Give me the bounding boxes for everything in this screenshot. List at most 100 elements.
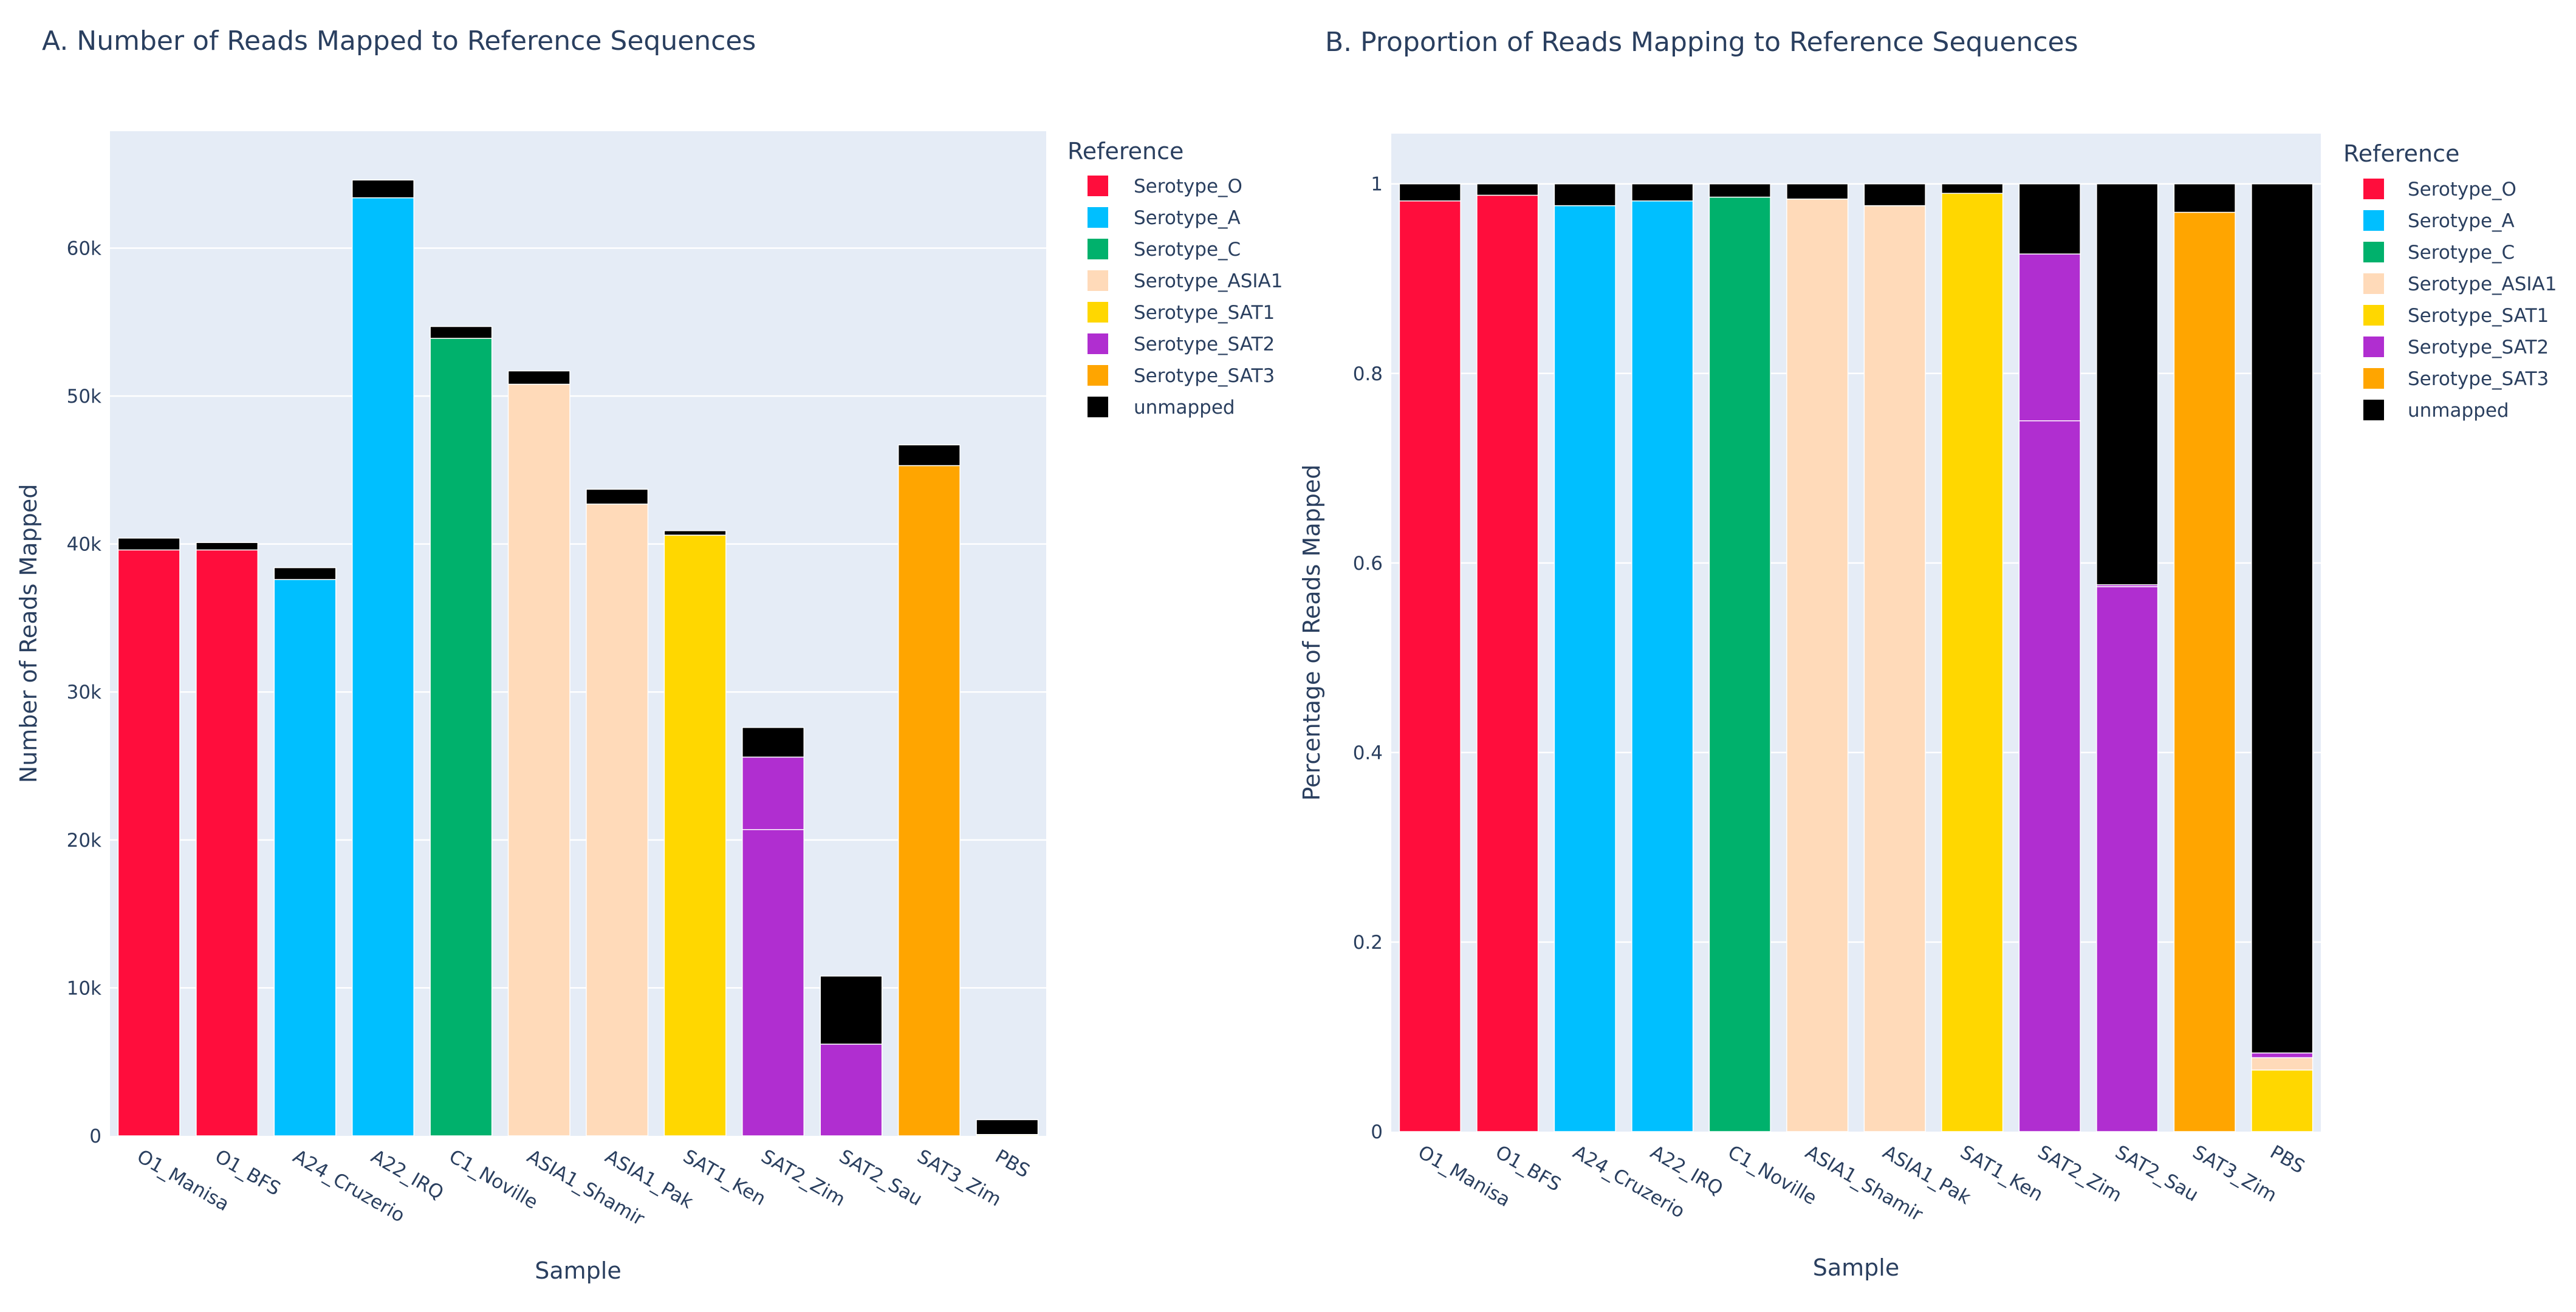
bar-segment-ASIA1_Shamir-Serotype_ASIA1[interactable] bbox=[507, 383, 570, 1136]
legend-item-Serotype_ASIA1[interactable]: Serotype_ASIA1 bbox=[2363, 273, 2557, 295]
legend-swatch bbox=[1088, 333, 1108, 354]
legend: Reference Serotype_O Serotype_A Serotype_C S… bbox=[2343, 140, 2557, 422]
legend-item-Serotype_ASIA1[interactable]: Serotype_ASIA1 bbox=[1088, 270, 1283, 292]
legend-swatch bbox=[1088, 270, 1108, 291]
bar-segment-O1_BFS-Serotype_O[interactable] bbox=[1476, 194, 1539, 1132]
legend-item-Serotype_A[interactable]: Serotype_A bbox=[2363, 210, 2515, 232]
bar-segment-O1_Manisa-Serotype_O[interactable] bbox=[117, 549, 180, 1136]
bar-segment-SAT2_Sau-Serotype_SAT2[interactable] bbox=[2096, 586, 2159, 1132]
bar-segment-A22_IRQ-Serotype_A[interactable] bbox=[351, 197, 414, 1136]
legend-swatch bbox=[1088, 239, 1108, 259]
bar-segment-ASIA1_Pak-Serotype_ASIA1[interactable] bbox=[1863, 205, 1926, 1132]
x-tick-label: SAT2_Sau bbox=[2111, 1141, 2202, 1206]
bar-segment-ASIA1_Shamir-unmapped[interactable] bbox=[507, 370, 570, 385]
chart-title: B. Proportion of Reads Mapping to Refere… bbox=[1325, 27, 2078, 58]
legend-item-Serotype_SAT3[interactable]: Serotype_SAT3 bbox=[2363, 368, 2549, 390]
legend-swatch bbox=[2363, 305, 2384, 326]
legend-label: Serotype_O bbox=[2408, 179, 2516, 200]
legend-swatch bbox=[1088, 302, 1108, 323]
y-tick-label: 50k bbox=[67, 386, 101, 408]
y-tick-label: 1 bbox=[1371, 174, 1383, 196]
y-tick-label: 0.4 bbox=[1353, 742, 1383, 764]
bar-segment-A24_Cruzerio-Serotype_A[interactable] bbox=[273, 579, 337, 1136]
legend-item-Serotype_SAT2[interactable]: Serotype_SAT2 bbox=[2363, 337, 2549, 358]
legend-item-Serotype_A[interactable]: Serotype_A bbox=[1088, 207, 1241, 229]
y-tick-label: 60k bbox=[67, 237, 101, 259]
y-axis-title: Number of Reads Mapped bbox=[15, 484, 42, 784]
legend-swatch bbox=[2363, 337, 2384, 357]
bar-segment-A22_IRQ-unmapped[interactable] bbox=[351, 179, 414, 199]
bar-segment-ASIA1_Pak-unmapped[interactable] bbox=[1863, 183, 1926, 207]
legend-item-Serotype_C[interactable]: Serotype_C bbox=[1088, 239, 1241, 261]
bar-segment-SAT2_Zim-Serotype_SAT2[interactable] bbox=[2018, 420, 2081, 1132]
legend-item-unmapped[interactable]: unmapped bbox=[1088, 397, 1235, 419]
bar-segment-O1_BFS-unmapped[interactable] bbox=[196, 542, 259, 551]
legend-label: Serotype_SAT1 bbox=[2408, 305, 2549, 327]
plot-area bbox=[1391, 134, 2321, 1132]
bar-segment-SAT3_Zim-Serotype_SAT3[interactable] bbox=[897, 465, 961, 1136]
legend-item-Serotype_SAT1[interactable]: Serotype_SAT1 bbox=[1088, 302, 1275, 324]
bar-segment-A24_Cruzerio-unmapped[interactable] bbox=[273, 567, 337, 580]
bar-segment-C1_Noville-Serotype_C[interactable] bbox=[1708, 196, 1771, 1132]
bar-segment-O1_BFS-Serotype_O[interactable] bbox=[196, 549, 259, 1136]
legend-swatch bbox=[1088, 397, 1108, 417]
bar-segment-O1_Manisa-unmapped[interactable] bbox=[117, 538, 180, 551]
bar-segment-PBS-Serotype_SAT2[interactable] bbox=[2251, 1052, 2314, 1059]
chart-title: A. Number of Reads Mapped to Reference S… bbox=[42, 26, 756, 56]
bar-segment-C1_Noville-unmapped[interactable] bbox=[1708, 183, 1771, 198]
legend-label: Serotype_ASIA1 bbox=[2408, 273, 2557, 295]
y-tick-label: 20k bbox=[67, 830, 101, 852]
legend-item-unmapped[interactable]: unmapped bbox=[2363, 400, 2509, 422]
legend-item-Serotype_O[interactable]: Serotype_O bbox=[1088, 176, 1242, 197]
bar-segment-SAT1_Ken-unmapped[interactable] bbox=[1941, 183, 2004, 194]
bar-segment-SAT2_Sau-unmapped[interactable] bbox=[820, 975, 883, 1045]
bar-segment-SAT2_Sau-unmapped[interactable] bbox=[2096, 183, 2159, 586]
bar-segment-A24_Cruzerio-unmapped[interactable] bbox=[1553, 183, 1616, 207]
bar-segment-C1_Noville-Serotype_C[interactable] bbox=[430, 338, 493, 1136]
bar-segment-C1_Noville-unmapped[interactable] bbox=[430, 326, 493, 339]
legend-label: Serotype_A bbox=[1134, 207, 1241, 229]
bar-segment-SAT1_Ken-unmapped[interactable] bbox=[663, 530, 727, 536]
x-axis-title: Sample bbox=[535, 1257, 621, 1284]
legend-label: Serotype_SAT1 bbox=[1134, 302, 1275, 324]
bar-segment-A24_Cruzerio-Serotype_A[interactable] bbox=[1553, 205, 1616, 1132]
y-tick-label: 0 bbox=[1371, 1121, 1383, 1143]
bar-segment-SAT1_Ken-Serotype_SAT1[interactable] bbox=[1941, 193, 2004, 1132]
chart-b: B. Proportion of Reads Mapping to Refere… bbox=[1298, 27, 2557, 1281]
bar-segment-ASIA1_Shamir-Serotype_ASIA1[interactable] bbox=[1786, 198, 1849, 1132]
bar-segment-SAT3_Zim-Serotype_SAT3[interactable] bbox=[2173, 211, 2236, 1132]
legend-swatch bbox=[2363, 210, 2384, 231]
bar-segment-PBS-Serotype_ASIA1[interactable] bbox=[2251, 1057, 2314, 1071]
bar-segment-ASIA1_Pak-Serotype_ASIA1[interactable] bbox=[586, 504, 649, 1136]
bar-segment-SAT3_Zim-unmapped[interactable] bbox=[2173, 183, 2236, 213]
legend-item-Serotype_SAT1[interactable]: Serotype_SAT1 bbox=[2363, 305, 2549, 327]
bar-segment-O1_Manisa-unmapped[interactable] bbox=[1399, 183, 1461, 202]
bar-segment-SAT2_Zim-unmapped[interactable] bbox=[2018, 183, 2081, 255]
x-tick-label: PBS bbox=[2266, 1141, 2308, 1178]
bar-segment-SAT2_Sau-Serotype_SAT2[interactable] bbox=[820, 1044, 883, 1136]
legend-item-Serotype_O[interactable]: Serotype_O bbox=[2363, 179, 2516, 200]
bar-segment-O1_Manisa-Serotype_O[interactable] bbox=[1399, 200, 1461, 1132]
bar-segment-SAT1_Ken-Serotype_SAT1[interactable] bbox=[663, 535, 727, 1136]
bar-segment-PBS-unmapped[interactable] bbox=[2251, 183, 2314, 1054]
legend-swatch bbox=[1088, 207, 1108, 228]
bar-segment-O1_BFS-unmapped[interactable] bbox=[1476, 183, 1539, 196]
x-tick-label: SAT2_Sau bbox=[835, 1146, 926, 1211]
bar-segment-SAT2_Zim-Serotype_SAT2[interactable] bbox=[2018, 253, 2081, 422]
bar-segment-SAT2_Zim-unmapped[interactable] bbox=[742, 726, 805, 758]
bar-segment-A22_IRQ-Serotype_A[interactable] bbox=[1631, 200, 1694, 1132]
legend-item-Serotype_SAT3[interactable]: Serotype_SAT3 bbox=[1088, 365, 1275, 387]
bar-segment-ASIA1_Shamir-unmapped[interactable] bbox=[1786, 183, 1849, 200]
bar-segment-SAT2_Zim-Serotype_SAT2[interactable] bbox=[742, 829, 805, 1136]
bar-segment-A22_IRQ-unmapped[interactable] bbox=[1631, 183, 1694, 202]
bar-segment-ASIA1_Pak-unmapped[interactable] bbox=[586, 488, 649, 505]
legend-item-Serotype_SAT2[interactable]: Serotype_SAT2 bbox=[1088, 333, 1275, 355]
y-tick-label: 30k bbox=[67, 682, 101, 703]
legend-label: Serotype_O bbox=[1134, 176, 1242, 197]
bar-segment-PBS-unmapped[interactable] bbox=[976, 1119, 1039, 1135]
bar-segment-PBS-Serotype_SAT1[interactable] bbox=[2251, 1069, 2314, 1132]
legend-item-Serotype_C[interactable]: Serotype_C bbox=[2363, 242, 2515, 264]
x-tick-label: SAT3_Zim bbox=[2189, 1141, 2281, 1207]
bar-segment-SAT3_Zim-unmapped[interactable] bbox=[897, 444, 961, 466]
bar-segment-SAT2_Zim-Serotype_SAT2[interactable] bbox=[742, 756, 805, 830]
